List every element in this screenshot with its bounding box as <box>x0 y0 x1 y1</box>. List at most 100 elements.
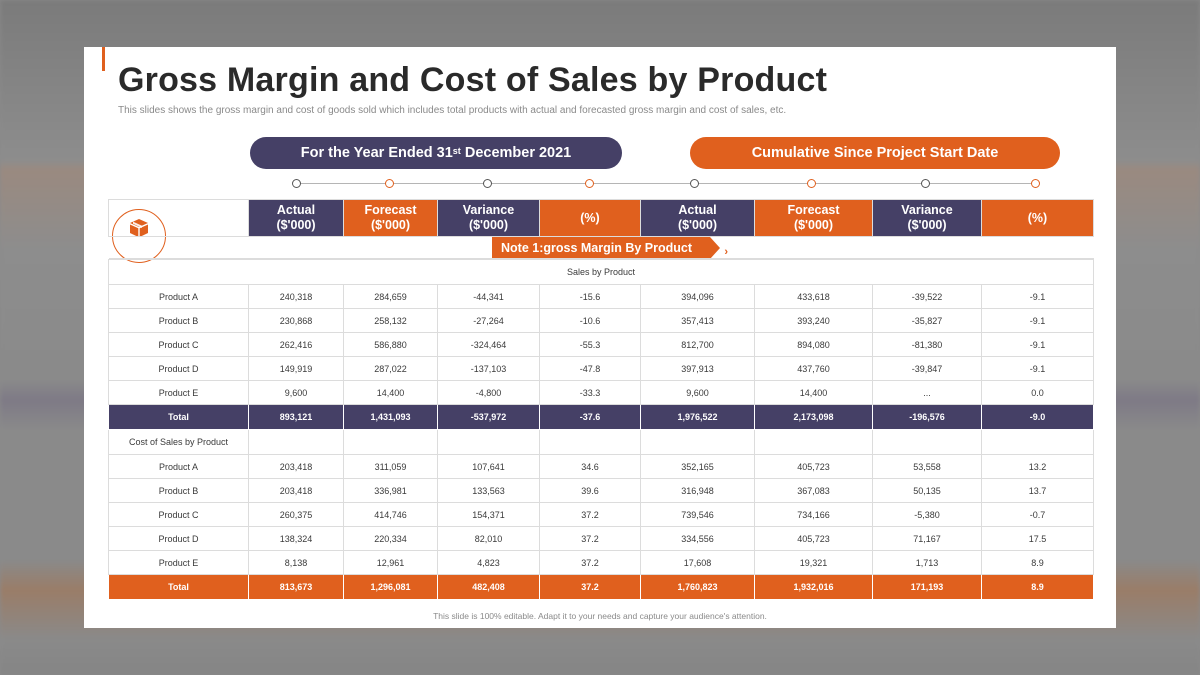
col-header-line2: ($'000) <box>677 218 718 232</box>
page-title: Gross Margin and Cost of Sales by Produc… <box>118 61 828 99</box>
table-cell: -537,972 <box>437 404 540 430</box>
table-cell: 19,321 <box>754 550 873 575</box>
col-header-line1: Variance <box>901 203 953 217</box>
table-cell: -0.7 <box>981 502 1094 527</box>
table-cell: 1,296,081 <box>343 574 438 600</box>
section-label: Cost of Sales by Product <box>108 429 249 455</box>
table-cell <box>872 429 982 455</box>
timeline-dot <box>1031 179 1040 188</box>
table-cell: 397,913 <box>640 356 755 381</box>
timeline-dot <box>921 179 930 188</box>
table-cell: 2,173,098 <box>754 404 873 430</box>
table-cell: -9.1 <box>981 284 1094 309</box>
table-cell: -137,103 <box>437 356 540 381</box>
timeline-dot <box>807 179 816 188</box>
table-cell: 71,167 <box>872 526 982 551</box>
gross-margin-table: Actual ($'000) Forecast ($'000) Variance ($… <box>108 199 1094 600</box>
col-header: Variance ($'000) <box>872 199 982 237</box>
table-cell: 9,600 <box>640 380 755 405</box>
table-cell: 0.0 <box>981 380 1094 405</box>
table-cell: 287,022 <box>343 356 438 381</box>
table-cell: ... <box>872 380 982 405</box>
timeline-dot <box>585 179 594 188</box>
table-cell: 17,608 <box>640 550 755 575</box>
table-cell: -9.1 <box>981 356 1094 381</box>
table-cell: 311,059 <box>343 454 438 479</box>
table-row: Product A 240,318 284,659 -44,341 -15.6 394,0… <box>108 284 1094 309</box>
table-cell: -9.1 <box>981 332 1094 357</box>
row-label: Product A <box>108 284 249 309</box>
period-pill-year-text-after: December 2021 <box>460 145 572 161</box>
table-cell: 258,132 <box>343 308 438 333</box>
col-header-line1: Forecast <box>787 203 840 217</box>
table-cell: -324,464 <box>437 332 540 357</box>
table-cell: 154,371 <box>437 502 540 527</box>
table-cell: 812,700 <box>640 332 755 357</box>
table-cell: 1,760,823 <box>640 574 755 600</box>
footer-note: This slide is 100% editable. Adapt it to… <box>433 611 767 621</box>
col-header-line2: ($'000) <box>907 218 947 232</box>
timeline-dot <box>483 179 492 188</box>
table-cell: 262,416 <box>248 332 344 357</box>
table-cell: 171,193 <box>872 574 982 600</box>
row-label: Total <box>108 574 249 600</box>
table-cell: 393,240 <box>754 308 873 333</box>
table-cell: 13.2 <box>981 454 1094 479</box>
table-cell <box>981 429 1094 455</box>
table-cell: -9.1 <box>981 308 1094 333</box>
table-cell: -47.8 <box>539 356 641 381</box>
table-body: Note 1:gross Margin By Product › Sales by… <box>108 237 1094 600</box>
col-header-line1: (%) <box>580 210 600 225</box>
table-cell: 107,641 <box>437 454 540 479</box>
page-subtitle: This slides shows the gross margin and c… <box>118 105 787 116</box>
table-cell: -196,576 <box>872 404 982 430</box>
period-pill-cumulative: Cumulative Since Project Start Date <box>690 137 1060 169</box>
col-header-line2: ($'000) <box>276 218 316 232</box>
table-cell: -9.0 <box>981 404 1094 430</box>
col-header-line1: Actual <box>678 203 717 217</box>
period-pill-year-sup: st <box>452 146 461 156</box>
table-cell <box>343 429 438 455</box>
table-row: Product E 9,600 14,400 -4,800 -33.3 9,600 14,4… <box>108 380 1094 405</box>
table-cell: 133,563 <box>437 478 540 503</box>
table-cell: -5,380 <box>872 502 982 527</box>
col-header: (%) <box>981 199 1094 237</box>
note-label: Note 1:gross Margin By Product <box>501 241 692 255</box>
table-cell: -27,264 <box>437 308 540 333</box>
header-blank <box>108 199 249 237</box>
table-cell: 230,868 <box>248 308 344 333</box>
table-cell: 37.2 <box>539 550 641 575</box>
table-cell: 50,135 <box>872 478 982 503</box>
table-cell: 14,400 <box>343 380 438 405</box>
table-cell <box>248 429 344 455</box>
table-cell: 1,431,093 <box>343 404 438 430</box>
table-cell: 405,723 <box>754 526 873 551</box>
table-cell: 813,673 <box>248 574 344 600</box>
row-label: Product E <box>108 380 249 405</box>
table-cell: 8.9 <box>981 574 1094 600</box>
total-row: Total 893,121 1,431,093 -537,972 -37.6 1,976,… <box>108 404 1094 430</box>
col-header-line2: ($'000) <box>793 218 834 232</box>
note-arrow <box>710 237 720 259</box>
col-header-line1: Forecast <box>364 203 417 217</box>
col-header-line2: ($'000) <box>468 218 509 232</box>
table-cell: -37.6 <box>539 404 641 430</box>
table-row: Product B 203,418 336,981 133,563 39.6 316,94… <box>108 478 1094 503</box>
section-row: Sales by Product <box>108 259 1094 285</box>
table-cell: 352,165 <box>640 454 755 479</box>
col-header-line1: (%) <box>1027 210 1048 225</box>
table-cell <box>437 429 540 455</box>
table-cell: 37.2 <box>539 574 641 600</box>
col-header-line1: Variance <box>462 203 515 217</box>
table-cell: 414,746 <box>343 502 438 527</box>
row-label: Product C <box>108 502 249 527</box>
col-header: Forecast ($'000) <box>343 199 438 237</box>
table-cell: 367,083 <box>754 478 873 503</box>
table-cell: 82,010 <box>437 526 540 551</box>
corner-accent <box>102 47 105 71</box>
table-cell: 203,418 <box>248 478 344 503</box>
col-header-line1: Actual <box>276 203 316 217</box>
header-row: Actual ($'000) Forecast ($'000) Variance ($… <box>108 199 1094 237</box>
col-header: Actual ($'000) <box>640 199 755 237</box>
timeline-dot <box>690 179 699 188</box>
